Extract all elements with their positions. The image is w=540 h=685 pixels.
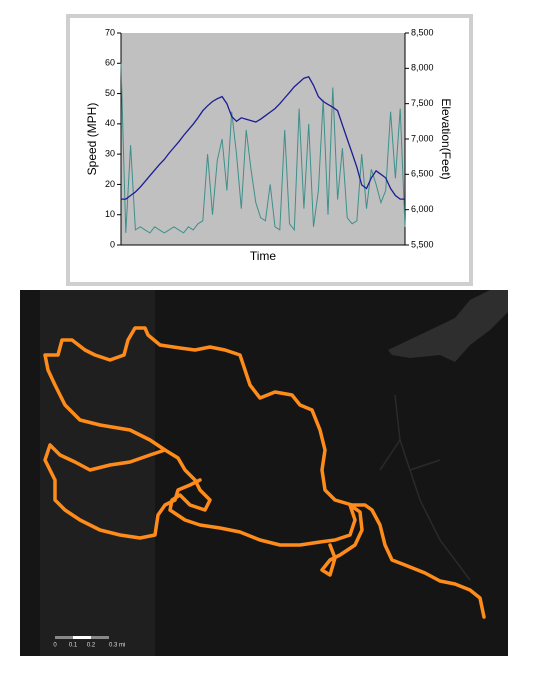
map: 0 0.1 0.2 0.3 mi bbox=[20, 290, 508, 656]
y-tick-label: 40 bbox=[105, 118, 115, 128]
y2-axis-label: Elevation(Feet) bbox=[439, 98, 453, 179]
y-tick-label: 30 bbox=[105, 149, 115, 159]
scale-label: 0.3 mi bbox=[109, 643, 125, 649]
y-tick-label: 50 bbox=[105, 88, 115, 98]
y-tick-label: 60 bbox=[105, 58, 115, 68]
road bbox=[379, 394, 471, 581]
scale-label: 0 bbox=[53, 643, 57, 649]
y-tick-label: 20 bbox=[105, 179, 115, 189]
chart: 0 10 20 30 40 50 60 70 5,500 6,000 6,500 7,000 7,500… bbox=[85, 27, 453, 263]
scale-bar bbox=[73, 636, 91, 639]
map-strip bbox=[40, 290, 155, 656]
water bbox=[388, 290, 508, 362]
y2-tick-label: 6,500 bbox=[411, 169, 434, 179]
y-tick-label: 0 bbox=[110, 239, 115, 249]
plot-area bbox=[121, 33, 405, 245]
y2-tick-label: 8,500 bbox=[411, 27, 434, 37]
scale-bar bbox=[55, 636, 73, 639]
scale-labels: 0 0.1 0.2 0.3 mi bbox=[53, 643, 125, 649]
y-tick-label: 10 bbox=[105, 209, 115, 219]
route-loop bbox=[43, 443, 202, 540]
y2-tick-label: 5,500 bbox=[411, 239, 434, 249]
scale-bar bbox=[91, 636, 109, 639]
y2-tick-label: 7,500 bbox=[411, 98, 434, 108]
scale-label: 0.2 bbox=[87, 643, 96, 649]
y-tick-label: 70 bbox=[105, 27, 115, 37]
scale-label: 0.1 bbox=[69, 643, 78, 649]
series-line bbox=[121, 76, 405, 200]
y2-tick-label: 8,000 bbox=[411, 63, 434, 73]
y2-tick-label: 7,000 bbox=[411, 133, 434, 143]
y2-tick-label: 6,000 bbox=[411, 204, 434, 214]
route bbox=[43, 326, 486, 619]
y-axis-label: Speed (MPH) bbox=[85, 103, 99, 176]
series-line bbox=[120, 63, 406, 234]
x-axis-label: Time bbox=[250, 249, 277, 263]
